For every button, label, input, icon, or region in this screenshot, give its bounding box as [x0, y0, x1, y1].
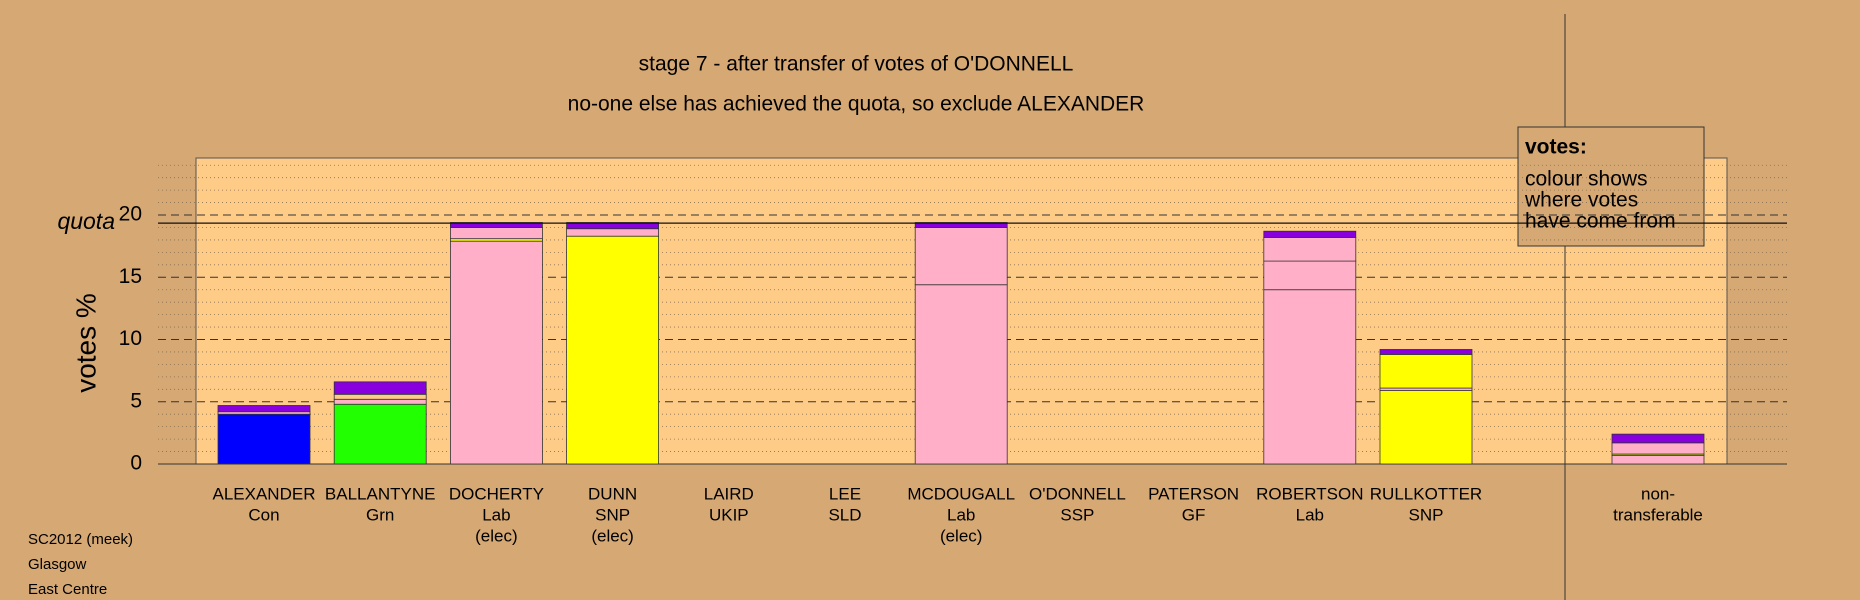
- bar-segment: [449, 240, 543, 465]
- y-tick-label: 20: [119, 203, 142, 226]
- bar-segment: [1611, 433, 1705, 444]
- y-tick-label: 10: [119, 327, 142, 350]
- chart-subtitle: no-one else has achieved the quota, so e…: [568, 93, 1145, 116]
- bar-segment: [217, 413, 311, 465]
- bar-segment: [1379, 354, 1473, 389]
- bar-segment: [1379, 390, 1473, 465]
- bar-segment: [1379, 349, 1473, 355]
- bar-segment: [333, 403, 427, 465]
- x-tick-label: SNP: [1409, 505, 1444, 524]
- bar-segment: [566, 235, 659, 465]
- y-tick-label: 0: [130, 452, 142, 475]
- x-tick-label: Lab: [1296, 505, 1324, 524]
- x-tick-label: MCDOUGALL: [907, 484, 1015, 503]
- x-tick-label: LAIRD: [704, 484, 754, 503]
- y-tick-label: 15: [119, 265, 142, 288]
- x-tick-label: DOCHERTY: [449, 484, 544, 503]
- x-tick-label: UKIP: [709, 505, 749, 524]
- y-tick-label: 5: [130, 389, 142, 412]
- bar-segment: [1263, 260, 1357, 291]
- legend-text: colour shows: [1525, 168, 1648, 191]
- bar-segment: [333, 381, 427, 395]
- x-tick-label: SNP: [595, 505, 630, 524]
- x-tick-label: Grn: [366, 505, 394, 524]
- x-tick-label: SSP: [1060, 505, 1094, 524]
- bar-segment: [1611, 442, 1705, 455]
- x-tick-label: BALLANTYNE: [325, 484, 436, 503]
- y-axis-label: votes %: [70, 293, 101, 393]
- footer-text: Glasgow: [28, 556, 87, 573]
- footer-text: East Centre: [28, 581, 107, 598]
- x-tick-label: Lab: [947, 505, 975, 524]
- bar-segment: [449, 227, 543, 240]
- bar-segment: [1263, 237, 1357, 262]
- x-tick-label: (elec): [475, 526, 518, 545]
- bar-segment: [1611, 454, 1705, 465]
- bar-segment: [566, 228, 659, 237]
- x-tick-label: PATERSON: [1148, 484, 1239, 503]
- legend-title: votes:: [1525, 136, 1587, 159]
- x-tick-label: Con: [248, 505, 279, 524]
- bar-segment: [217, 405, 311, 413]
- x-tick-label: DUNN: [588, 484, 637, 503]
- chart-title: stage 7 - after transfer of votes of O'D…: [639, 53, 1074, 76]
- bar-segment: [1263, 230, 1357, 238]
- bar-segment: [914, 227, 1008, 286]
- x-tick-label: LEE: [829, 484, 861, 503]
- x-tick-label: ROBERTSON: [1256, 484, 1363, 503]
- x-tick-label: Lab: [482, 505, 510, 524]
- x-tick-label: transferable: [1613, 505, 1703, 524]
- x-tick-label: RULLKOTTER: [1370, 484, 1482, 503]
- footer-text: SC2012 (meek): [28, 531, 133, 548]
- x-tick-label: ALEXANDER: [213, 484, 316, 503]
- bar-segment: [1263, 289, 1357, 465]
- x-tick-label: (elec): [940, 526, 983, 545]
- legend-box: [1517, 126, 1705, 247]
- x-tick-label: GF: [1182, 505, 1206, 524]
- bar-segment: [333, 393, 427, 400]
- legend-text: where votes: [1524, 189, 1638, 212]
- bar-segment: [333, 398, 427, 405]
- x-tick-label: O'DONNELL: [1029, 484, 1126, 503]
- x-tick-label: (elec): [591, 526, 634, 545]
- legend: votes:: [1517, 126, 1705, 247]
- quota-label: quota: [57, 208, 115, 234]
- legend-text: have come from: [1525, 210, 1676, 233]
- bar-segment: [914, 284, 1008, 465]
- x-tick-label: SLD: [828, 505, 861, 524]
- x-tick-label: non-: [1641, 484, 1675, 503]
